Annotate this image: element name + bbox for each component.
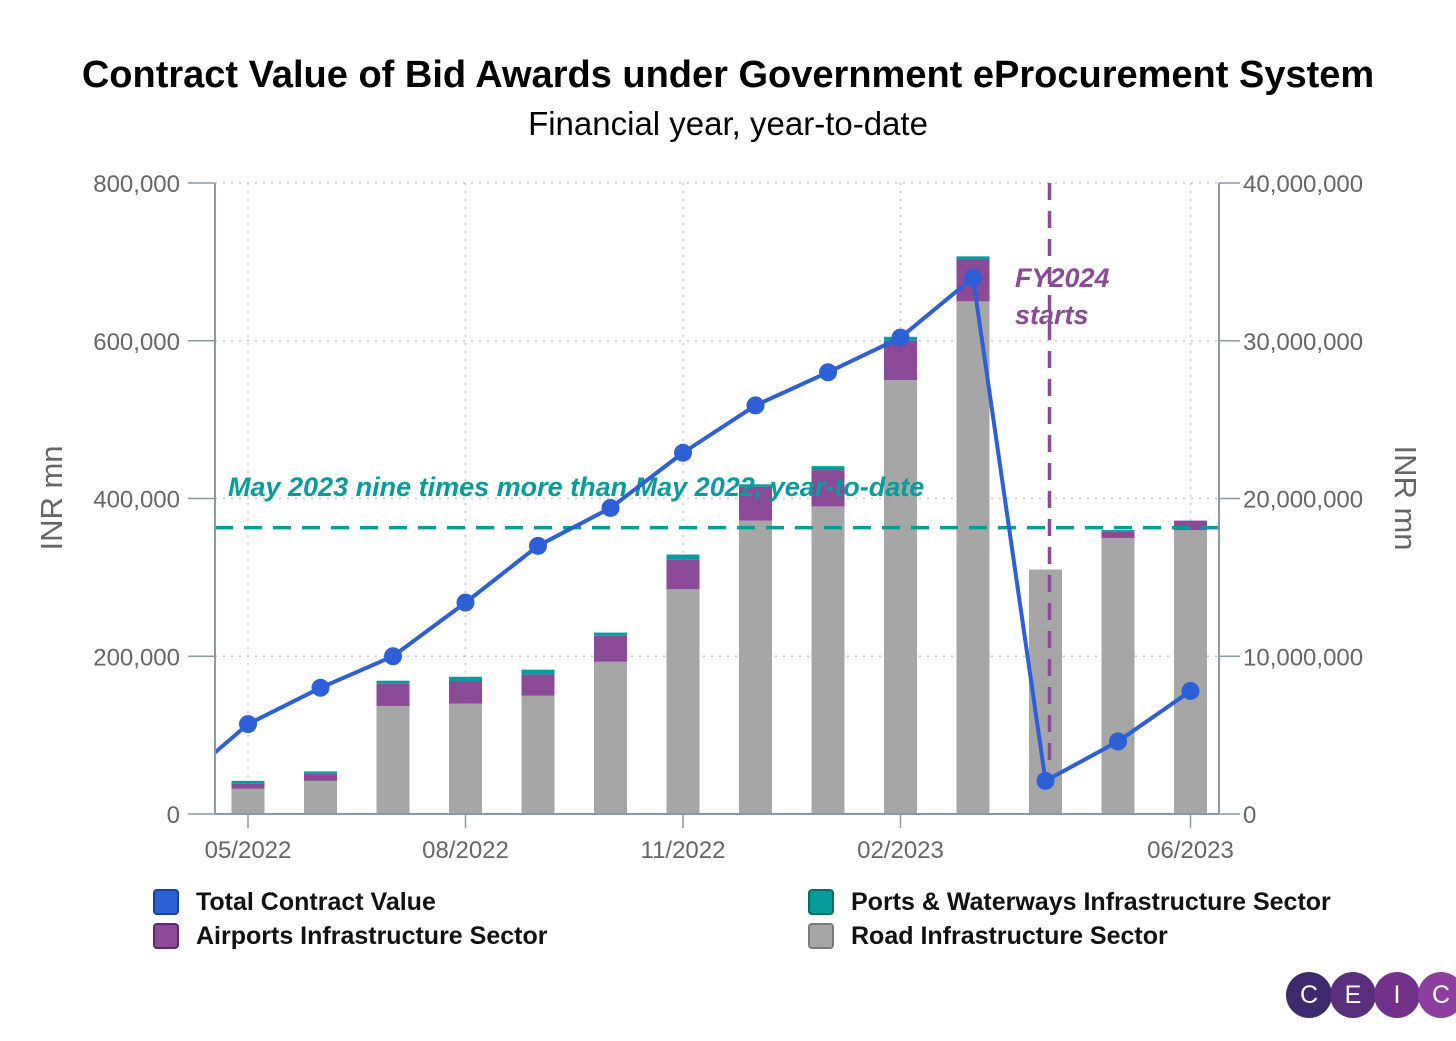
legend-swatch-total [153,889,179,915]
bar-segment [956,256,990,260]
y-tick-label-right: 20,000,000 [1243,487,1363,514]
fy-marker-label-line1: FY2024 [1015,263,1110,293]
legend-label-total: Total Contract Value [196,887,436,916]
line-point [674,443,692,462]
bar-segment [521,674,555,696]
line-point [819,363,837,382]
bar-segment [1101,530,1135,532]
y-tick-label-right: 30,000,000 [1243,329,1363,356]
legend-swatch-airports [153,923,179,949]
logo-letter-c2: C [1418,972,1456,1018]
bar-segment [739,484,772,487]
line-point [1036,771,1055,790]
y-axis-right-label: INR mn [1388,445,1423,550]
total-line-series [213,268,1200,790]
y-tick-label-left: 0 [167,802,180,829]
line-point [601,498,620,517]
y-axis-left-label: INR mn [34,445,69,550]
bar-segment [666,559,700,590]
bar-segment [231,788,265,814]
legend-label-airports: Airports Infrastructure Sector [196,921,548,950]
chart-title: Contract Value of Bid Awards under Gover… [82,54,1374,96]
x-tick-label: 02/2023 [857,837,944,864]
y-tick-label-left: 600,000 [93,329,180,356]
bar-segment [594,632,627,636]
logo-letter-c1: C [1286,972,1332,1018]
bar-segment [666,589,700,814]
bar-segment [739,520,772,814]
reference-line-label: May 2023 nine times more than May 2022, … [228,472,924,502]
legend-label-road: Road Infrastructure Sector [851,921,1168,950]
bar-segment [1101,537,1135,814]
line-point [746,396,765,415]
bar-segment [521,669,555,675]
bar-segment [376,680,410,684]
legend-label-ports: Ports & Waterways Infrastructure Sector [851,887,1331,916]
bar-segment [1174,530,1207,814]
bar-segment [376,683,410,706]
line-point [964,268,982,287]
bar-segment [811,466,845,471]
line-point [311,678,330,697]
bar-segment [594,661,627,814]
bars [231,256,1207,814]
bar-segment [1174,520,1207,531]
y-tick-label-right: 0 [1243,802,1256,829]
ceic-logo: C E I C [1286,972,1456,1018]
bar-segment [521,695,555,814]
bar-segment [884,380,917,814]
legend-item-road[interactable]: Road Infrastructure Sector [808,921,1331,950]
line-point [1109,732,1127,751]
annotations: May 2023 nine times more than May 2022, … [215,183,1219,770]
line-point [384,647,402,666]
legend-right: Ports & Waterways Infrastructure Sector … [808,887,1331,950]
legend-item-airports[interactable]: Airports Infrastructure Sector [153,921,548,950]
line-point [239,715,257,734]
bar-segment [1101,531,1135,538]
x-tick-label: 06/2023 [1147,837,1234,864]
fy-marker-label-line2: starts [1015,300,1089,330]
bar-segment [376,705,410,814]
bar-segment [884,340,917,381]
bar-segment [231,780,265,784]
bar-segment [304,773,337,781]
y-tick-label-left: 400,000 [93,487,180,514]
logo-letter-e: E [1330,972,1376,1018]
line-point [456,593,475,612]
x-tick-label: 08/2022 [422,837,509,864]
bar-segment [811,506,845,814]
legend-swatch-ports [808,889,834,915]
y-tick-label-right: 40,000,000 [1243,171,1363,198]
bar-segment [594,635,627,662]
bar-segment [304,780,337,814]
bar-segment [304,771,337,774]
y-tick-label-left: 200,000 [93,644,180,671]
total-line [247,275,1192,783]
bar-segment [449,676,482,682]
line-point [891,328,910,347]
bar-segment [956,301,990,814]
y-tick-label-left: 800,000 [93,171,180,198]
bar-segment [231,783,265,789]
chart-subtitle: Financial year, year-to-date [528,105,928,142]
bar-segment [666,554,700,560]
gridlines [215,182,1219,814]
bar-segment [811,470,845,507]
y-tick-label-right: 10,000,000 [1243,644,1363,671]
line-point [1181,681,1200,700]
line-point [529,536,547,555]
legend-item-total[interactable]: Total Contract Value [153,887,547,916]
legend-item-ports[interactable]: Ports & Waterways Infrastructure Sector [808,887,1331,916]
legend-swatch-road [808,923,834,949]
legend-left: Total Contract Value Airports Infrastruc… [153,887,548,950]
x-tick-label: 05/2022 [205,837,292,864]
bar-segment [449,703,482,814]
bar-segment [449,681,482,704]
x-tick-label: 11/2022 [641,837,726,864]
logo-letter-i: I [1374,972,1420,1018]
bar-segment [739,486,772,521]
axes: 0 0 200,000 10,000,000 400,000 20,000,000 600,… [93,171,1363,864]
